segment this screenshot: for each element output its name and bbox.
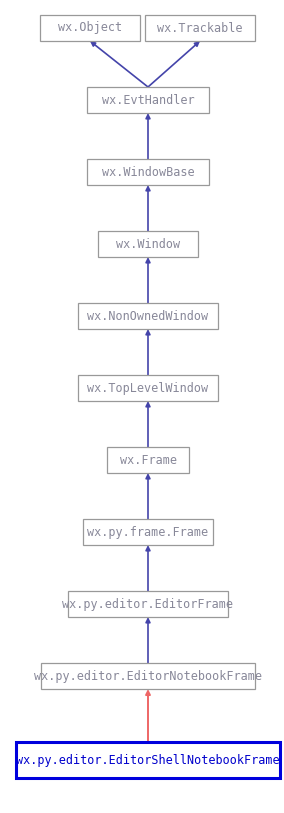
Text: wx.py.editor.EditorFrame: wx.py.editor.EditorFrame xyxy=(62,598,233,611)
FancyBboxPatch shape xyxy=(78,375,218,401)
FancyBboxPatch shape xyxy=(87,87,209,113)
Text: wx.Frame: wx.Frame xyxy=(120,454,176,467)
Text: wx.py.editor.EditorNotebookFrame: wx.py.editor.EditorNotebookFrame xyxy=(34,669,262,682)
Text: wx.EvtHandler: wx.EvtHandler xyxy=(102,93,194,107)
FancyBboxPatch shape xyxy=(107,447,189,473)
FancyBboxPatch shape xyxy=(40,15,140,41)
FancyBboxPatch shape xyxy=(78,303,218,329)
FancyBboxPatch shape xyxy=(98,231,198,257)
FancyBboxPatch shape xyxy=(68,591,228,617)
Text: wx.Object: wx.Object xyxy=(58,21,122,34)
Text: wx.WindowBase: wx.WindowBase xyxy=(102,166,194,179)
Text: wx.TopLevelWindow: wx.TopLevelWindow xyxy=(87,381,208,394)
FancyBboxPatch shape xyxy=(16,742,280,778)
Text: wx.NonOwnedWindow: wx.NonOwnedWindow xyxy=(87,310,208,323)
FancyBboxPatch shape xyxy=(83,519,213,545)
FancyBboxPatch shape xyxy=(145,15,255,41)
FancyBboxPatch shape xyxy=(87,159,209,185)
Text: wx.py.frame.Frame: wx.py.frame.Frame xyxy=(87,525,208,538)
FancyBboxPatch shape xyxy=(41,663,255,689)
Text: wx.Trackable: wx.Trackable xyxy=(157,21,243,34)
Text: wx.py.editor.EditorShellNotebookFrame: wx.py.editor.EditorShellNotebookFrame xyxy=(16,754,280,767)
Text: wx.Window: wx.Window xyxy=(116,237,180,250)
